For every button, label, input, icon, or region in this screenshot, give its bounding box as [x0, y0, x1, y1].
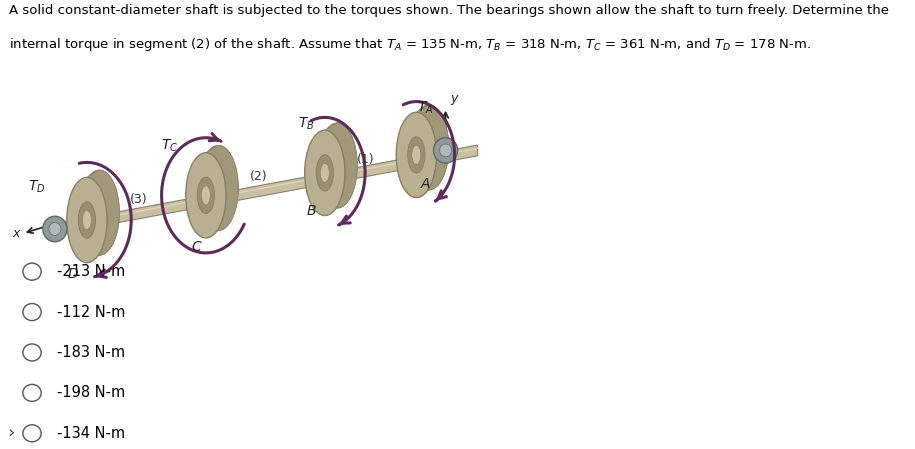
Text: $T_A$: $T_A$ [417, 100, 434, 116]
Text: B: B [307, 204, 316, 218]
Text: -134 N-m: -134 N-m [57, 426, 124, 441]
Ellipse shape [396, 112, 436, 198]
Ellipse shape [67, 177, 107, 263]
Ellipse shape [186, 153, 226, 238]
Polygon shape [206, 145, 238, 238]
Ellipse shape [412, 145, 421, 164]
Text: internal torque in segment (2) of the shaft. Assume that $T_A$ = 135 N-m, $T_B$ : internal torque in segment (2) of the sh… [9, 36, 811, 53]
Text: -183 N-m: -183 N-m [57, 345, 124, 360]
Ellipse shape [82, 211, 92, 229]
Ellipse shape [48, 223, 61, 235]
Text: -112 N-m: -112 N-m [57, 304, 125, 320]
Polygon shape [87, 170, 119, 263]
Text: -213 N-m: -213 N-m [57, 264, 125, 279]
Text: ›: › [7, 424, 15, 442]
Text: -198 N-m: -198 N-m [57, 385, 125, 401]
Ellipse shape [317, 155, 333, 191]
Text: $T_C$: $T_C$ [161, 138, 178, 154]
Text: $T_B$: $T_B$ [298, 115, 315, 132]
Text: A: A [421, 177, 430, 191]
Polygon shape [55, 145, 478, 234]
Ellipse shape [439, 144, 452, 157]
Ellipse shape [305, 130, 345, 216]
Text: x: x [12, 227, 19, 240]
Ellipse shape [320, 163, 329, 182]
Ellipse shape [408, 105, 448, 190]
Polygon shape [325, 123, 357, 216]
Ellipse shape [201, 186, 210, 205]
Ellipse shape [408, 137, 425, 173]
Ellipse shape [318, 123, 357, 208]
Ellipse shape [434, 137, 458, 163]
Ellipse shape [43, 216, 67, 242]
Polygon shape [416, 105, 448, 198]
Text: (2): (2) [250, 171, 268, 183]
Text: $T_D$: $T_D$ [27, 178, 46, 194]
Text: (1): (1) [357, 153, 375, 166]
Text: D: D [68, 267, 79, 281]
Text: y: y [450, 92, 458, 106]
Ellipse shape [79, 202, 95, 238]
Ellipse shape [198, 177, 214, 213]
Ellipse shape [199, 145, 238, 231]
Text: (3): (3) [130, 194, 148, 206]
Ellipse shape [80, 170, 119, 255]
Text: C: C [192, 240, 201, 254]
Text: A solid constant-diameter shaft is subjected to the torques shown. The bearings : A solid constant-diameter shaft is subje… [9, 4, 889, 18]
